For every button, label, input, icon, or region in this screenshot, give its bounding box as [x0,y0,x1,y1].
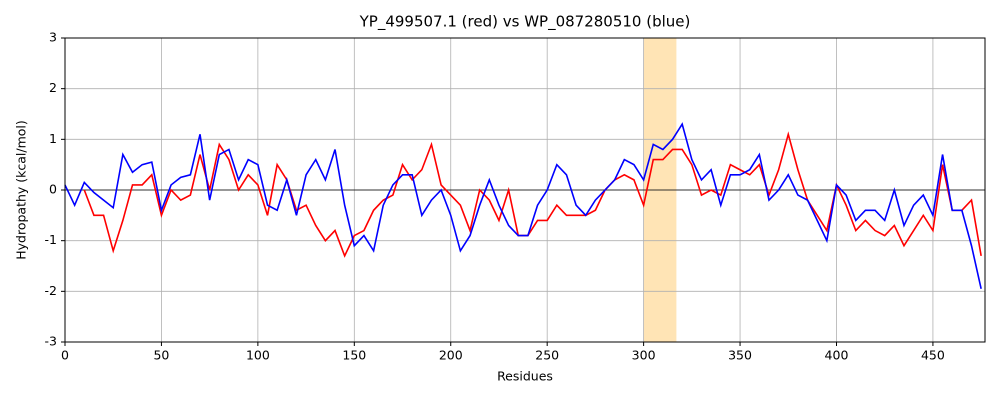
x-tick-label: 400 [825,348,849,363]
y-tick-label: 1 [49,131,57,146]
y-tick-label: 2 [49,80,57,95]
x-tick-label: 50 [153,348,169,363]
x-tick-label: 100 [246,348,270,363]
x-tick-label: 350 [728,348,752,363]
x-axis-label: Residues [497,369,553,384]
series-line [64,122,982,289]
x-tick-label: 450 [921,348,945,363]
y-tick-label: -3 [45,334,57,349]
plot-frame [64,37,986,343]
x-tick-label: 250 [535,348,559,363]
series-line [83,131,982,258]
x-tick-label: 300 [632,348,656,363]
x-tick-label: 0 [61,348,69,363]
x-tick-label: 200 [439,348,463,363]
x-tick-label: 150 [342,348,366,363]
y-axis-label: Hydropathy (kcal/mol) [14,120,29,260]
y-tick-label: -2 [45,283,57,298]
y-tick-label: -1 [45,232,57,247]
y-tick-label: 3 [49,30,57,45]
y-tick-label: 0 [49,182,57,197]
chart-title: YP_499507.1 (red) vs WP_087280510 (blue) [359,13,691,32]
